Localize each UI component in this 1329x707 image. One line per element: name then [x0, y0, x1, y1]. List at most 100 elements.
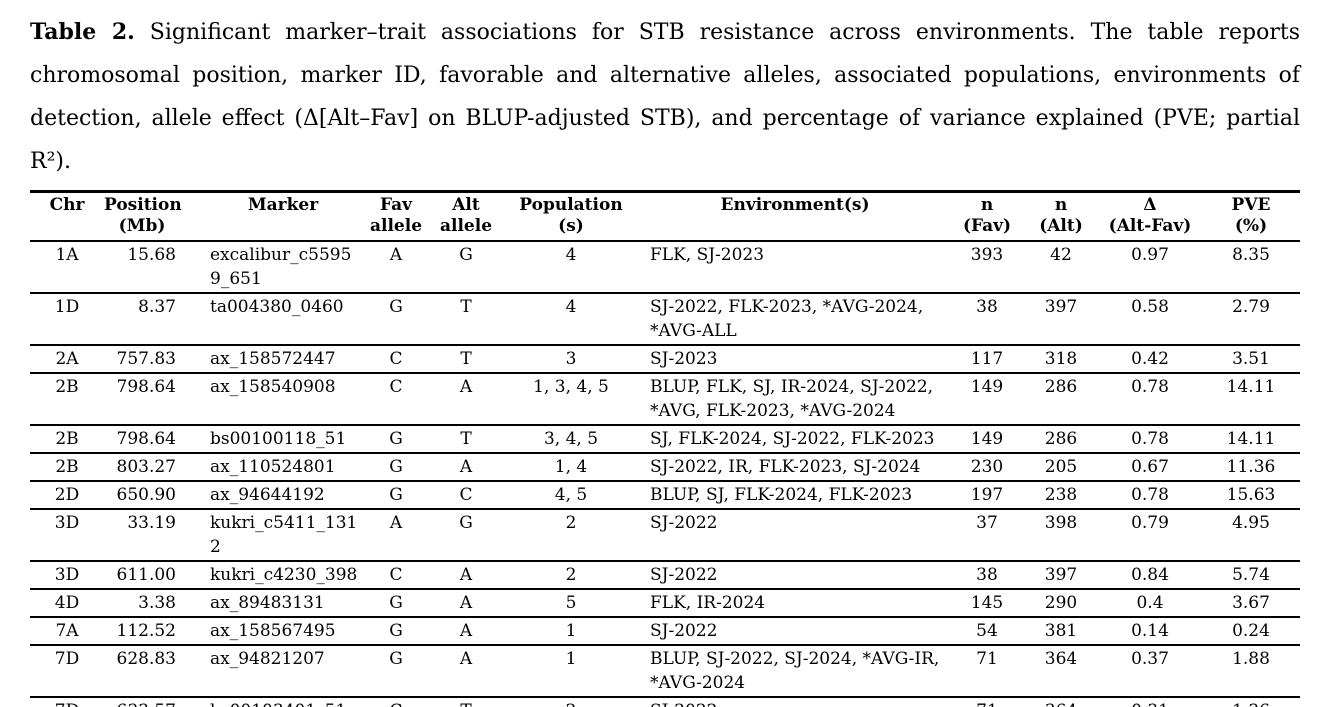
cell-chr: 2D: [30, 481, 104, 510]
col-header-position: Position (Mb): [104, 191, 204, 242]
cell-n-fav: 38: [950, 561, 1024, 590]
table-row: 1A 15.68 excalibur_c55959_651 A G 4 FLK,…: [30, 241, 1300, 294]
cell-marker: kukri_c4230_398: [204, 561, 362, 590]
cell-populations: 2: [502, 697, 640, 707]
cell-alt-allele: G: [430, 509, 502, 562]
cell-pve: 3.67: [1202, 589, 1300, 618]
cell-populations: 4: [502, 241, 640, 294]
cell-populations: 2: [502, 561, 640, 590]
col-header-environments: Environment(s): [640, 191, 950, 242]
cell-n-alt: 398: [1024, 509, 1098, 562]
cell-n-fav: 149: [950, 373, 1024, 426]
cell-fav-allele: A: [362, 509, 430, 562]
table-row: 7D 628.83 ax_94821207 G A 1 BLUP, SJ-202…: [30, 645, 1300, 698]
cell-fav-allele: G: [362, 617, 430, 646]
cell-fav-allele: A: [362, 241, 430, 294]
cell-alt-allele: A: [430, 589, 502, 618]
col-header-n-fav: n (Fav): [950, 191, 1024, 242]
cell-environments: FLK, IR-2024: [640, 589, 950, 618]
cell-n-alt: 286: [1024, 373, 1098, 426]
col-header-n-alt: n (Alt): [1024, 191, 1098, 242]
cell-n-fav: 197: [950, 481, 1024, 510]
cell-marker: ax_110524801: [204, 453, 362, 482]
table-row: 2B 798.64 bs00100118_51 G T 3, 4, 5 SJ, …: [30, 425, 1300, 454]
cell-chr: 2A: [30, 345, 104, 374]
col-header-line1: Alt: [452, 195, 480, 215]
cell-n-fav: 149: [950, 425, 1024, 454]
cell-marker: ax_158567495: [204, 617, 362, 646]
cell-marker: ax_158540908: [204, 373, 362, 426]
cell-environments: SJ-2022: [640, 509, 950, 562]
cell-delta: 0.97: [1098, 241, 1202, 294]
cell-environments: SJ-2023: [640, 345, 950, 374]
cell-populations: 3, 4, 5: [502, 425, 640, 454]
cell-environments: SJ-2022: [640, 561, 950, 590]
cell-fav-allele: G: [362, 589, 430, 618]
cell-marker: bs00100118_51: [204, 425, 362, 454]
cell-delta: 0.58: [1098, 293, 1202, 346]
table-row: 7A 112.52 ax_158567495 G A 1 SJ-2022 54 …: [30, 617, 1300, 646]
cell-chr: 4D: [30, 589, 104, 618]
cell-environments: FLK, SJ-2023: [640, 241, 950, 294]
cell-marker: ax_94821207: [204, 645, 362, 698]
col-header-line1: Population: [519, 195, 623, 215]
col-header-line1: PVE: [1231, 195, 1271, 215]
cell-populations: 5: [502, 589, 640, 618]
col-header-line2: allele: [439, 216, 493, 236]
cell-fav-allele: G: [362, 645, 430, 698]
table-header: Chr Position (Mb) Marker Fav allele Alt all…: [30, 191, 1300, 242]
col-header-line2: (Fav): [962, 216, 1012, 236]
cell-n-alt: 381: [1024, 617, 1098, 646]
table-row: 7D 633.57 bs00103401_51 C T 2 SJ-2022 71…: [30, 697, 1300, 707]
cell-n-fav: 117: [950, 345, 1024, 374]
table-row: 4D 3.38 ax_89483131 G A 5 FLK, IR-2024 1…: [30, 589, 1300, 618]
cell-n-alt: 318: [1024, 345, 1098, 374]
cell-pve: 0.24: [1202, 617, 1300, 646]
cell-position: 798.64: [104, 373, 204, 426]
col-header-line2: (Alt-Fav): [1108, 216, 1192, 236]
cell-delta: 0.78: [1098, 373, 1202, 426]
cell-delta: 0.67: [1098, 453, 1202, 482]
table-row: 2D 650.90 ax_94644192 G C 4, 5 BLUP, SJ,…: [30, 481, 1300, 510]
cell-marker: ta004380_0460: [204, 293, 362, 346]
col-header-fav-allele: Fav allele: [362, 191, 430, 242]
col-header-populations: Population (s): [502, 191, 640, 242]
cell-delta: 0.4: [1098, 589, 1202, 618]
cell-pve: 8.35: [1202, 241, 1300, 294]
col-header-line2: (Alt): [1039, 216, 1083, 236]
col-header-alt-allele: Alt allele: [430, 191, 502, 242]
caption-text: Significant marker–trait associations fo…: [30, 20, 1300, 174]
col-header-line2: (%): [1234, 216, 1268, 236]
cell-delta: 0.78: [1098, 481, 1202, 510]
cell-marker: excalibur_c55959_651: [204, 241, 362, 294]
cell-environments: SJ-2022, IR, FLK-2023, SJ-2024: [640, 453, 950, 482]
cell-alt-allele: T: [430, 697, 502, 707]
cell-environments: SJ-2022, FLK-2023, *AVG-2024, *AVG-ALL: [640, 293, 950, 346]
cell-chr: 2B: [30, 373, 104, 426]
cell-chr: 7A: [30, 617, 104, 646]
associations-table: Chr Position (Mb) Marker Fav allele Alt all…: [30, 190, 1300, 707]
cell-fav-allele: G: [362, 293, 430, 346]
cell-n-alt: 397: [1024, 561, 1098, 590]
cell-alt-allele: T: [430, 425, 502, 454]
table-row: 3D 611.00 kukri_c4230_398 C A 2 SJ-2022 …: [30, 561, 1300, 590]
cell-n-alt: 364: [1024, 645, 1098, 698]
cell-alt-allele: A: [430, 617, 502, 646]
cell-n-fav: 393: [950, 241, 1024, 294]
cell-delta: 0.84: [1098, 561, 1202, 590]
cell-position: 3.38: [104, 589, 204, 618]
cell-n-fav: 71: [950, 645, 1024, 698]
table-row: 3D 33.19 kukri_c5411_1312 A G 2 SJ-2022 …: [30, 509, 1300, 562]
cell-chr: 1D: [30, 293, 104, 346]
cell-fav-allele: C: [362, 697, 430, 707]
cell-n-fav: 38: [950, 293, 1024, 346]
cell-position: 112.52: [104, 617, 204, 646]
cell-pve: 1.88: [1202, 645, 1300, 698]
cell-position: 650.90: [104, 481, 204, 510]
cell-chr: 2B: [30, 425, 104, 454]
cell-alt-allele: A: [430, 453, 502, 482]
cell-delta: 0.14: [1098, 617, 1202, 646]
cell-position: 798.64: [104, 425, 204, 454]
col-header-delta: Δ (Alt-Fav): [1098, 191, 1202, 242]
col-header-line2: (s): [558, 216, 584, 236]
